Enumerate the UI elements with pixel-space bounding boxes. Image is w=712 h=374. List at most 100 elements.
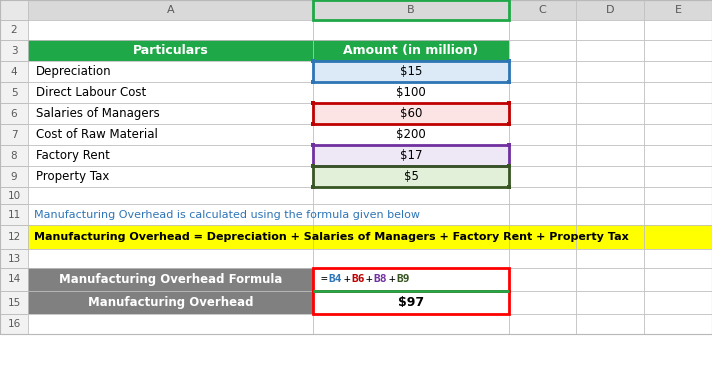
- Bar: [644, 20, 712, 40]
- Bar: [0, 40, 28, 61]
- Bar: [509, 314, 576, 334]
- Bar: [313, 314, 509, 334]
- Bar: [507, 185, 511, 189]
- Text: +: +: [366, 275, 373, 285]
- Text: 16: 16: [7, 319, 21, 329]
- Text: Property Tax: Property Tax: [36, 170, 110, 183]
- Bar: [311, 164, 315, 168]
- Bar: [0, 20, 28, 40]
- Text: +: +: [389, 275, 395, 285]
- Bar: [509, 0, 576, 20]
- Text: $15: $15: [400, 65, 422, 78]
- Bar: [313, 0, 509, 20]
- Text: B: B: [407, 5, 415, 15]
- Bar: [311, 101, 315, 105]
- Bar: [509, 166, 576, 187]
- Bar: [0, 204, 28, 225]
- Text: Manufacturing Overhead: Manufacturing Overhead: [88, 296, 253, 309]
- Bar: [507, 164, 511, 168]
- Bar: [644, 268, 712, 291]
- Bar: [509, 249, 576, 268]
- Bar: [509, 40, 576, 61]
- Bar: [28, 145, 313, 166]
- Bar: [576, 40, 644, 61]
- Bar: [644, 249, 712, 268]
- Bar: [313, 61, 509, 82]
- Bar: [28, 187, 313, 204]
- Bar: [576, 291, 644, 314]
- Bar: [0, 268, 28, 291]
- Bar: [0, 249, 28, 268]
- Text: 4: 4: [11, 67, 17, 77]
- Bar: [507, 101, 511, 105]
- Bar: [507, 143, 511, 147]
- Bar: [28, 249, 313, 268]
- Bar: [509, 103, 576, 124]
- Text: Factory Rent: Factory Rent: [36, 149, 110, 162]
- Bar: [313, 145, 509, 166]
- Bar: [28, 0, 313, 20]
- Bar: [28, 82, 313, 103]
- Bar: [576, 20, 644, 40]
- Text: 3: 3: [11, 46, 17, 55]
- Bar: [311, 185, 315, 189]
- Bar: [576, 61, 644, 82]
- Bar: [576, 145, 644, 166]
- Bar: [0, 0, 712, 334]
- Text: 10: 10: [7, 190, 21, 200]
- Bar: [313, 103, 509, 124]
- Bar: [0, 61, 28, 82]
- Bar: [509, 20, 576, 40]
- Bar: [28, 166, 313, 187]
- Text: Manufacturing Overhead is calculated using the formula given below: Manufacturing Overhead is calculated usi…: [34, 209, 420, 220]
- Bar: [507, 59, 511, 63]
- Bar: [644, 82, 712, 103]
- Text: C: C: [538, 5, 546, 15]
- Bar: [507, 122, 511, 126]
- Bar: [28, 124, 313, 145]
- Bar: [313, 268, 509, 291]
- Bar: [28, 268, 313, 291]
- Bar: [0, 291, 28, 314]
- Bar: [576, 314, 644, 334]
- Text: $60: $60: [400, 107, 422, 120]
- Text: 13: 13: [7, 254, 21, 264]
- Text: Cost of Raw Material: Cost of Raw Material: [36, 128, 158, 141]
- Bar: [0, 124, 28, 145]
- Bar: [311, 80, 315, 84]
- Text: B4: B4: [328, 275, 342, 285]
- Bar: [644, 103, 712, 124]
- Bar: [313, 40, 509, 61]
- Bar: [576, 0, 644, 20]
- Bar: [28, 291, 313, 314]
- Bar: [0, 82, 28, 103]
- Bar: [509, 187, 576, 204]
- Text: =: =: [321, 275, 328, 285]
- Bar: [313, 166, 509, 187]
- Bar: [0, 145, 28, 166]
- Bar: [313, 291, 509, 314]
- Bar: [644, 40, 712, 61]
- Text: A: A: [167, 5, 174, 15]
- Text: B6: B6: [351, 275, 365, 285]
- Bar: [576, 124, 644, 145]
- Bar: [313, 0, 509, 20]
- Text: $200: $200: [396, 128, 426, 141]
- Text: Salaries of Managers: Salaries of Managers: [36, 107, 159, 120]
- Bar: [576, 268, 644, 291]
- Bar: [644, 314, 712, 334]
- Bar: [644, 124, 712, 145]
- Bar: [644, 187, 712, 204]
- Bar: [313, 82, 509, 103]
- Bar: [28, 204, 313, 225]
- Bar: [28, 20, 313, 40]
- Bar: [644, 291, 712, 314]
- Text: 14: 14: [7, 275, 21, 285]
- Bar: [644, 166, 712, 187]
- Bar: [313, 187, 509, 204]
- Bar: [0, 166, 28, 187]
- Text: 2: 2: [11, 25, 17, 35]
- Bar: [0, 187, 28, 204]
- Text: $5: $5: [404, 170, 419, 183]
- Bar: [509, 124, 576, 145]
